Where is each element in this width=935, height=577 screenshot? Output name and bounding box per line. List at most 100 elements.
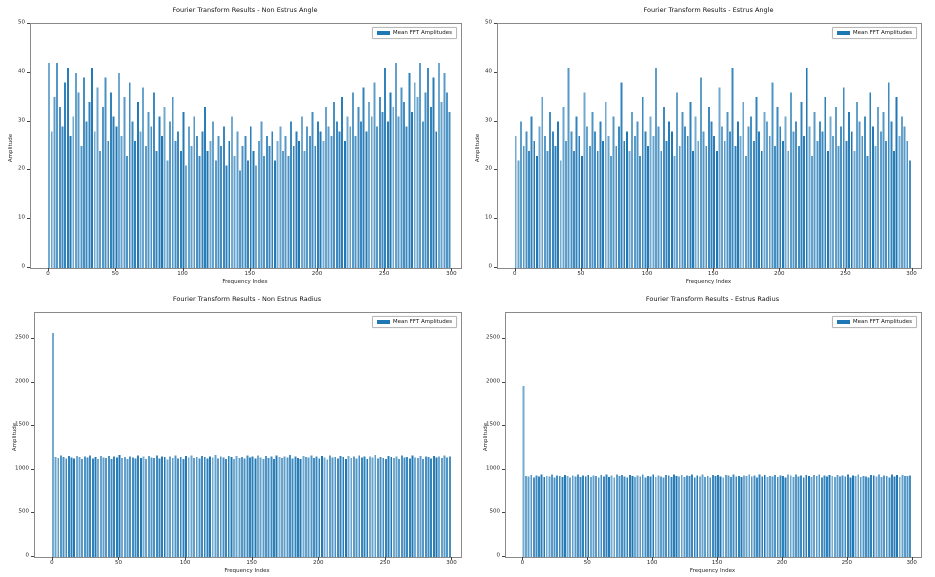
bar xyxy=(782,476,784,557)
y-tick-label: 20 xyxy=(485,165,492,172)
bar xyxy=(211,457,214,557)
chart-title: Fourier Transform Results - Non Estrus A… xyxy=(172,6,318,14)
bar xyxy=(587,474,590,557)
bar xyxy=(96,87,99,268)
bar xyxy=(198,155,201,268)
bar xyxy=(558,476,561,557)
bar xyxy=(136,102,139,268)
bar xyxy=(882,111,885,268)
bar xyxy=(182,459,185,557)
bar xyxy=(573,150,575,268)
bar xyxy=(344,458,347,557)
bar xyxy=(869,92,872,268)
bar xyxy=(422,459,425,557)
bar xyxy=(109,92,112,268)
bar xyxy=(660,476,662,557)
bar xyxy=(623,141,626,268)
y-tick-mark xyxy=(502,381,505,383)
bar xyxy=(394,63,397,268)
y-tick-mark xyxy=(27,23,30,24)
bar xyxy=(368,102,371,268)
y-axis-label: Amplitude xyxy=(475,133,482,163)
x-tick-label: 250 xyxy=(840,271,851,277)
x-tick-label: 50 xyxy=(114,560,122,566)
bar xyxy=(608,476,611,557)
bar xyxy=(861,136,864,268)
bar xyxy=(665,141,668,268)
bar xyxy=(906,141,909,268)
bar xyxy=(152,92,155,268)
y-tick-mark xyxy=(502,512,505,514)
bar xyxy=(898,476,901,557)
bar xyxy=(303,150,306,268)
bar xyxy=(681,111,684,268)
y-axis-label: Amplitude xyxy=(8,133,15,163)
bar xyxy=(761,476,764,557)
bar xyxy=(517,160,520,268)
bar xyxy=(432,77,435,268)
bar xyxy=(308,136,311,268)
bar xyxy=(443,455,446,557)
bar xyxy=(310,455,313,557)
x-tick-mark xyxy=(451,268,453,271)
bar xyxy=(360,121,362,268)
bar xyxy=(856,102,858,268)
bar xyxy=(262,458,265,557)
bar xyxy=(190,455,193,557)
chart-title: Fourier Transform Results - Non Estrus R… xyxy=(172,295,322,303)
bar xyxy=(362,87,365,268)
y-tick-label: 500 xyxy=(489,508,501,515)
legend-swatch-icon xyxy=(376,320,390,324)
bar xyxy=(403,457,406,557)
y-tick-label: 0 xyxy=(21,263,26,270)
bar xyxy=(834,106,837,268)
bar xyxy=(419,456,422,557)
bar xyxy=(535,475,538,557)
bar xyxy=(209,141,212,268)
bar xyxy=(306,126,309,268)
bar xyxy=(853,150,856,268)
bar xyxy=(217,136,220,268)
bar xyxy=(551,474,553,557)
x-tick-label: 150 xyxy=(707,271,719,277)
bar xyxy=(238,458,241,557)
legend-swatch-icon xyxy=(836,320,850,324)
x-tick-label: 50 xyxy=(111,271,119,277)
bar xyxy=(665,474,668,557)
bar xyxy=(72,116,75,268)
bar xyxy=(844,476,847,557)
bar xyxy=(662,477,665,557)
y-tick-mark xyxy=(31,468,34,470)
bar xyxy=(756,477,758,557)
bar xyxy=(543,477,546,557)
bar xyxy=(435,457,438,557)
plot-area: Mean FFT Amplitudes xyxy=(505,312,922,558)
x-tick-mark xyxy=(249,268,251,271)
bar xyxy=(655,67,657,268)
bar xyxy=(77,92,80,268)
bar xyxy=(139,457,142,557)
bar xyxy=(696,475,699,557)
bar xyxy=(631,111,634,268)
bar xyxy=(789,92,792,268)
chart-title: Fourier Transform Results - Estrus Radiu… xyxy=(645,295,780,303)
bar xyxy=(863,116,866,268)
bar xyxy=(307,457,310,557)
legend-swatch-icon xyxy=(376,31,390,35)
bar xyxy=(565,141,567,268)
bar xyxy=(429,106,432,268)
bar xyxy=(187,457,190,557)
bar xyxy=(623,476,626,557)
bar xyxy=(315,456,318,557)
bar xyxy=(287,155,290,268)
y-tick-label: 1000 xyxy=(15,465,29,472)
bar xyxy=(535,155,538,268)
x-tick-label: 200 xyxy=(776,560,788,566)
bar xyxy=(446,92,448,268)
y-tick-mark xyxy=(31,381,34,383)
bar xyxy=(193,116,196,268)
bar xyxy=(446,457,449,557)
bar xyxy=(742,102,745,268)
bar xyxy=(826,476,828,557)
x-tick-mark xyxy=(451,557,453,560)
